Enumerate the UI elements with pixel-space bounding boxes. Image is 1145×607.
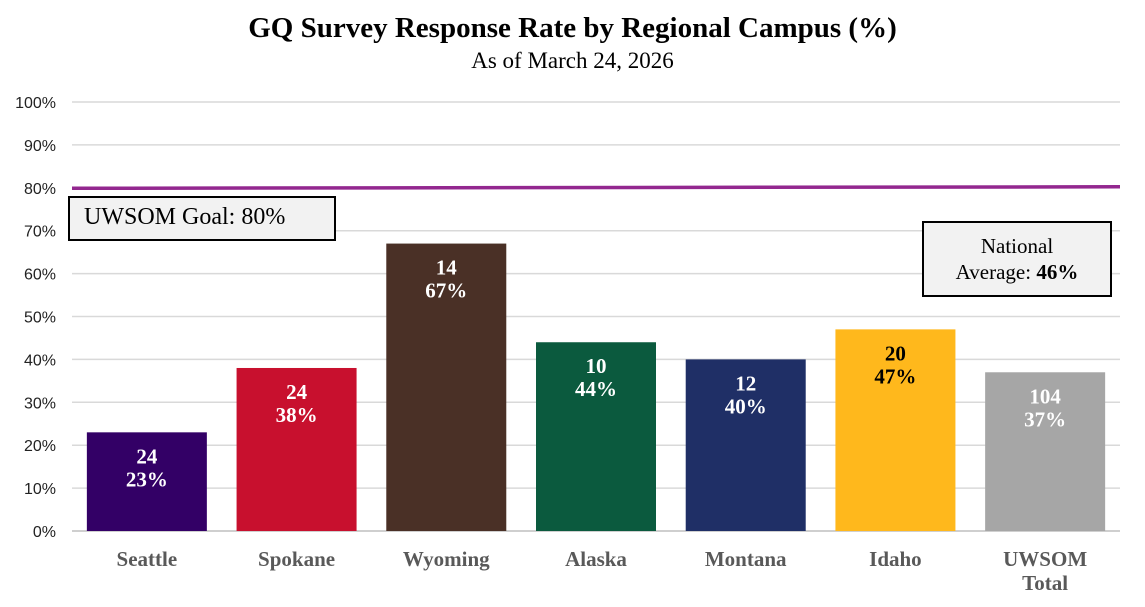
bar-count-label: 24 bbox=[286, 380, 308, 404]
x-tick-label: Spokane bbox=[258, 547, 335, 571]
bar-wyoming bbox=[386, 243, 507, 531]
national-value: 46% bbox=[1036, 260, 1079, 284]
bar-count-label: 10 bbox=[586, 354, 607, 378]
bar-count-label: 24 bbox=[136, 444, 158, 468]
bar-value-label: 37% bbox=[1024, 407, 1066, 431]
y-tick-label: 60% bbox=[24, 267, 56, 284]
national-average-line: Average: 46% bbox=[924, 259, 1110, 285]
goal-line bbox=[71, 185, 1121, 191]
x-tick-label: UWSOM Total bbox=[1003, 547, 1087, 595]
x-tick-label: Alaska bbox=[565, 547, 627, 571]
y-tick-label: 40% bbox=[24, 352, 56, 369]
y-tick-label: 70% bbox=[24, 224, 56, 241]
x-tick-label: Seattle bbox=[117, 547, 178, 571]
bar-count-label: 20 bbox=[885, 341, 906, 365]
y-tick-label: 90% bbox=[24, 138, 56, 155]
bar-value-label: 38% bbox=[276, 403, 318, 427]
bar-alaska bbox=[536, 342, 656, 531]
goal-annotation: UWSOM Goal: 80% bbox=[68, 196, 336, 241]
bar-idaho bbox=[835, 329, 956, 531]
bar-seattle bbox=[86, 432, 207, 531]
y-tick-label: 20% bbox=[24, 438, 56, 455]
chart-subtitle: As of March 24, 2026 bbox=[471, 48, 674, 73]
bar-value-label: 40% bbox=[725, 394, 767, 418]
y-tick-label: 0% bbox=[33, 524, 56, 541]
national-average-annotation: National Average: 46% bbox=[922, 221, 1112, 297]
x-tick-label: Wyoming bbox=[403, 547, 490, 571]
bar-uwsom-total bbox=[985, 372, 1106, 531]
chart-title: GQ Survey Response Rate by Regional Camp… bbox=[248, 12, 897, 44]
bar-spokane bbox=[236, 367, 357, 531]
y-tick-label: 10% bbox=[24, 481, 56, 498]
y-tick-label: 100% bbox=[15, 95, 56, 112]
bar-montana bbox=[685, 359, 806, 531]
bar-value-label: 23% bbox=[126, 467, 168, 491]
bar-count-label: 14 bbox=[436, 256, 458, 280]
x-tick-label: Montana bbox=[705, 547, 787, 571]
national-label: National bbox=[980, 234, 1054, 258]
bar-value-label: 44% bbox=[575, 377, 617, 401]
y-tick-label: 30% bbox=[24, 395, 56, 412]
y-tick-label: 80% bbox=[24, 181, 56, 198]
national-prefix: Average: bbox=[955, 260, 1037, 284]
bar-value-label: 67% bbox=[425, 279, 467, 303]
x-tick-label: Idaho bbox=[869, 547, 922, 571]
y-tick-label: 50% bbox=[24, 310, 56, 327]
bar-value-label: 47% bbox=[874, 364, 916, 388]
bar-count-label: 104 bbox=[1029, 384, 1061, 408]
bar-count-label: 12 bbox=[735, 371, 756, 395]
